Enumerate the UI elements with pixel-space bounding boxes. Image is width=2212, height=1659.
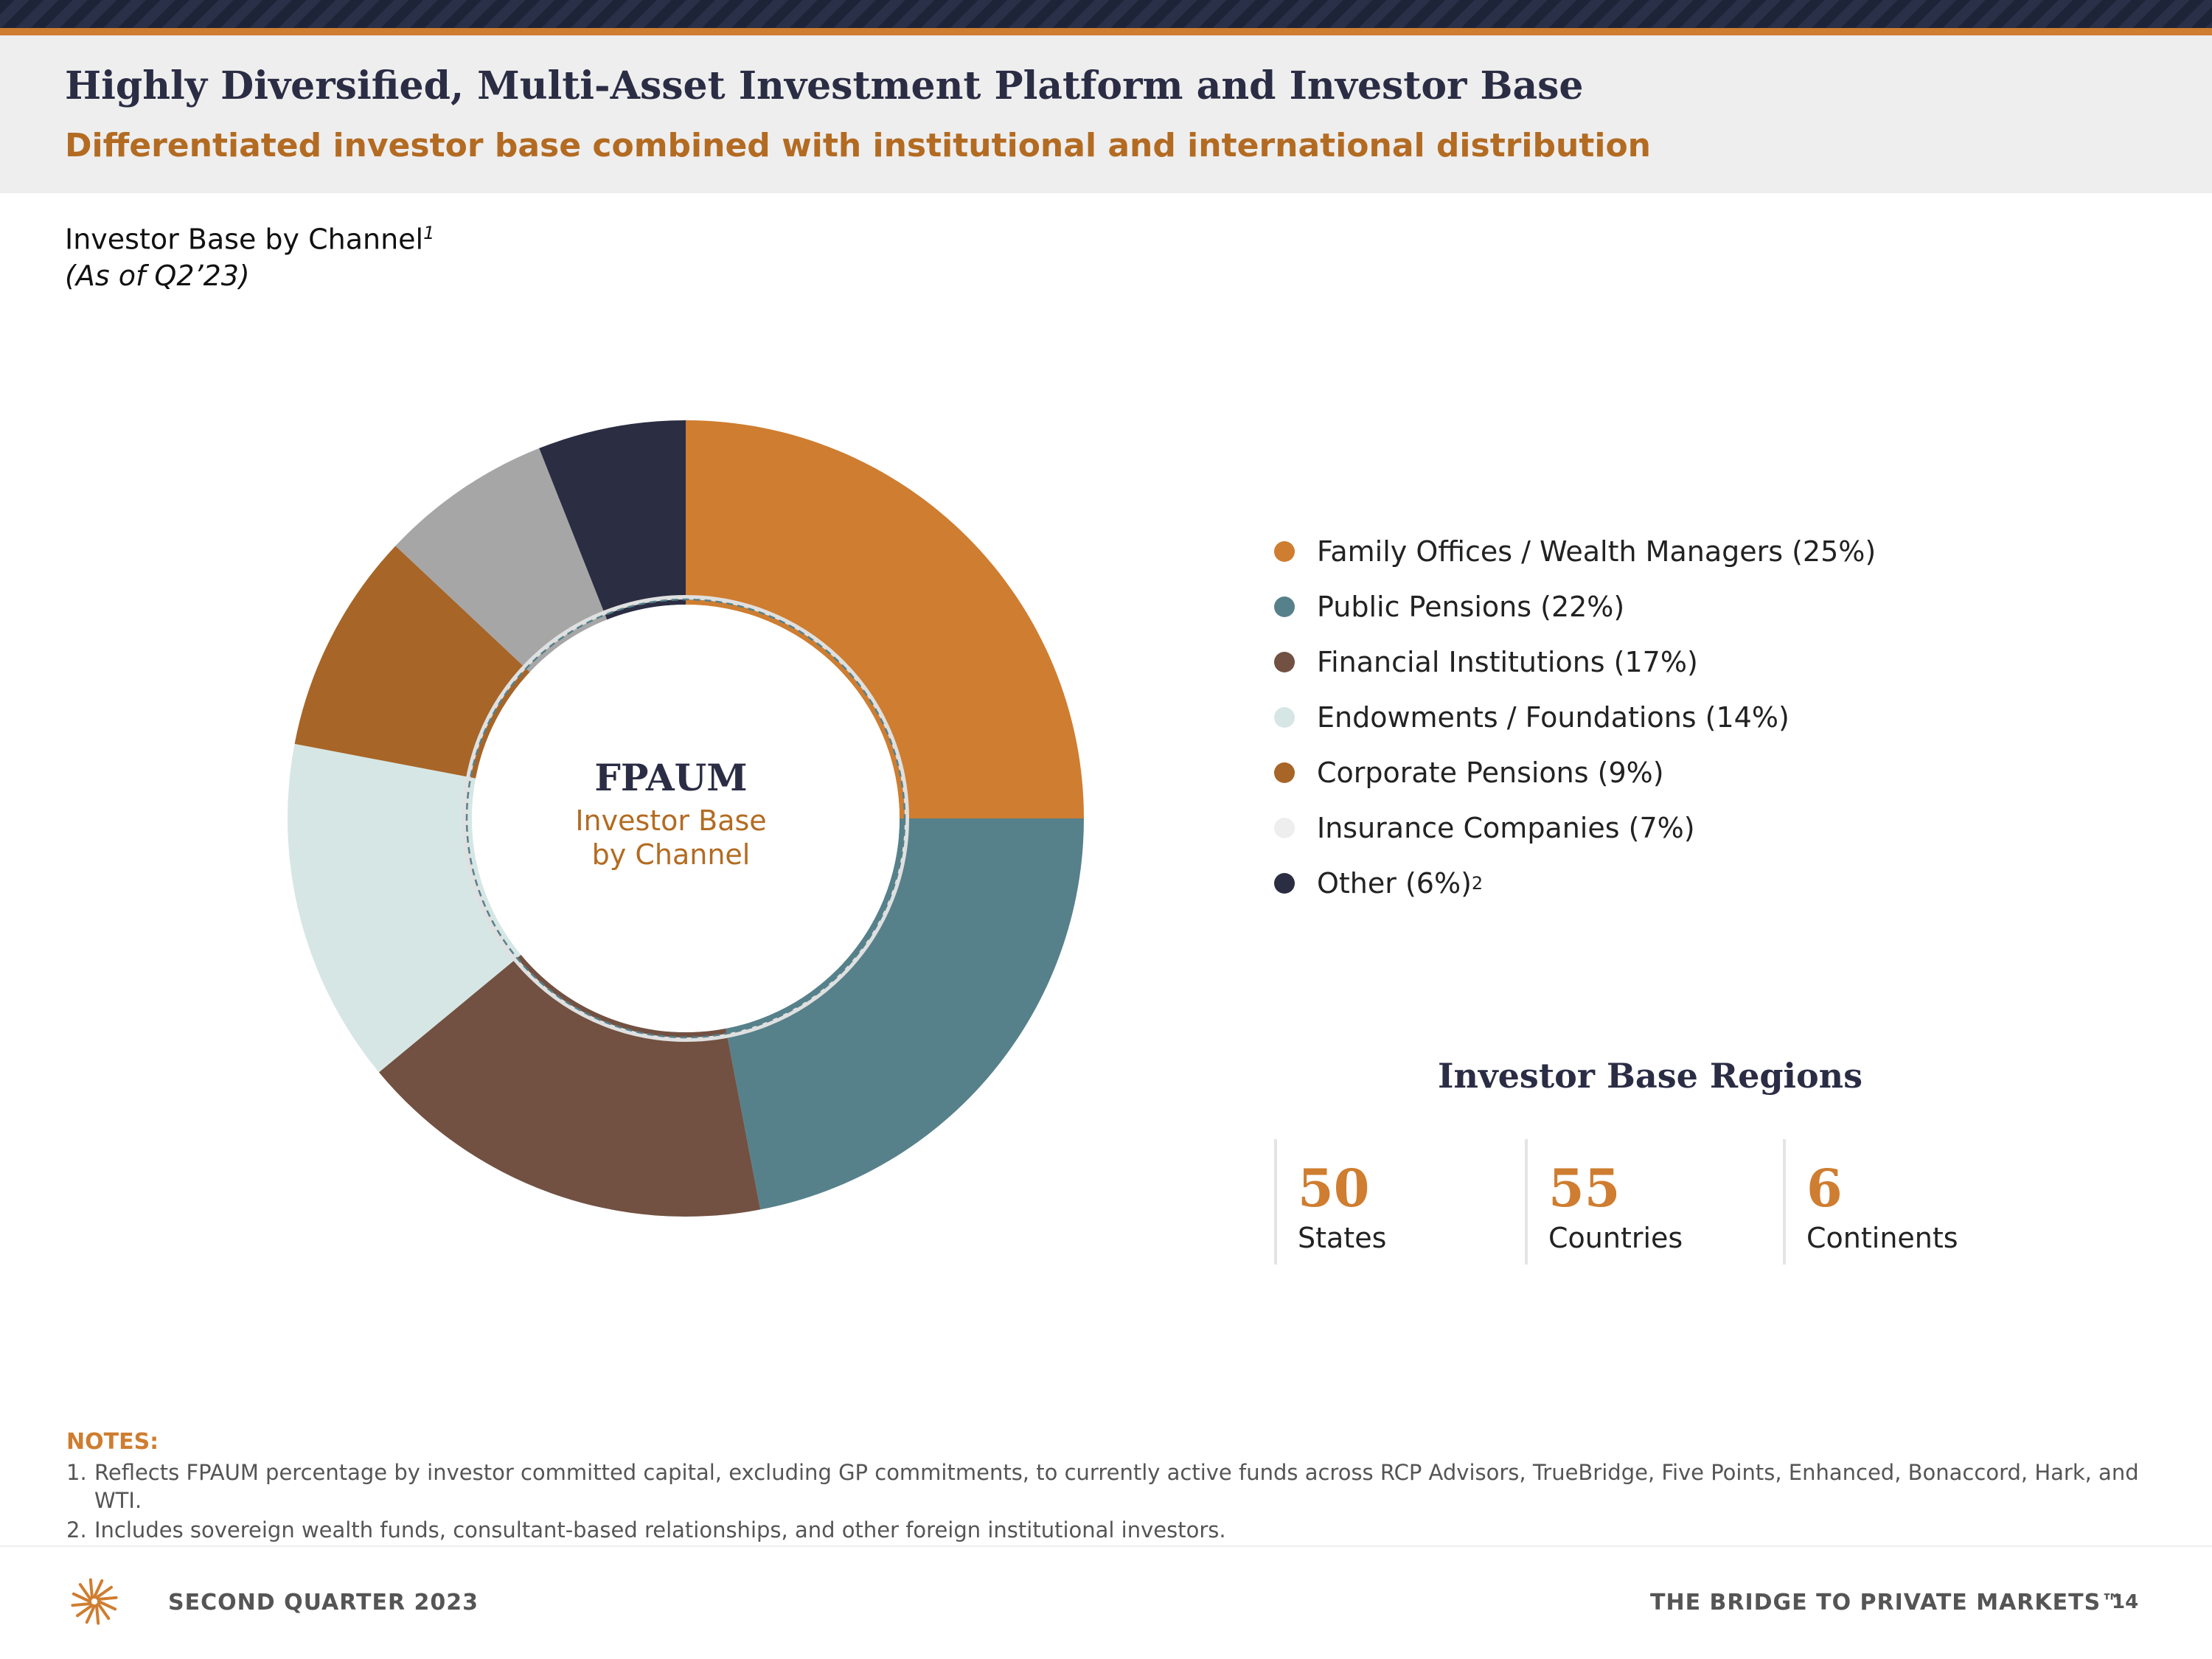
donut-slice-financial-institutions — [378, 954, 761, 1217]
donut-slice-insurance-companies — [395, 448, 608, 672]
legend-item: Corporate Pensions (9%) — [1274, 745, 1876, 800]
donut-slice-family-offices-wealth-managers — [686, 420, 1084, 818]
legend-footnote: 2 — [1471, 872, 1484, 894]
region-label: Countries — [1548, 1222, 1683, 1254]
chart-label-footnote: 1 — [423, 223, 435, 243]
legend-swatch — [1274, 706, 1295, 728]
legend-item: Public Pensions (22%) — [1274, 579, 1876, 634]
region-states: 50 States — [1274, 1139, 1386, 1265]
chart-label: Investor Base by Channel1 — [65, 223, 434, 256]
note-text: Reflects FPAUM percentage by investor co… — [94, 1460, 2139, 1485]
notes-list: 1. Reflects FPAUM percentage by investor … — [66, 1458, 2205, 1545]
legend-swatch — [1274, 817, 1295, 838]
note-text: Includes sovereign wealth funds, consult… — [94, 1517, 1226, 1543]
legend-label: Public Pensions (22%) — [1317, 590, 1625, 623]
legend-item: Financial Institutions (17%) — [1274, 634, 1876, 689]
chart-legend: Family Offices / Wealth Managers (25%) Pu… — [1274, 524, 1876, 911]
legend-swatch — [1274, 762, 1295, 783]
donut-slice-other — [539, 420, 686, 620]
footer-divider — [0, 1545, 2212, 1547]
legend-swatch — [1274, 872, 1295, 894]
top-banner — [0, 0, 2212, 28]
note-text-continued: WTI. — [94, 1488, 142, 1513]
logo-ray — [95, 1585, 113, 1599]
region-label: Continents — [1806, 1222, 1958, 1254]
logo-ray — [93, 1579, 104, 1599]
logo-ray — [97, 1600, 117, 1611]
logo-ray — [97, 1602, 111, 1620]
legend-swatch — [1274, 651, 1295, 672]
page-title: Highly Diversified, Multi-Asset Investme… — [65, 63, 1584, 108]
logo-ray — [72, 1592, 91, 1603]
logo-ray — [76, 1604, 94, 1618]
logo-ray — [95, 1604, 100, 1625]
logo-ray — [88, 1578, 94, 1599]
legend-label: Endowments / Foundations (14%) — [1317, 700, 1790, 734]
logo-ray — [78, 1583, 92, 1601]
legend-item: Family Offices / Wealth Managers (25%) — [1274, 524, 1876, 579]
logo-ray — [97, 1596, 118, 1601]
logo-ray — [85, 1604, 96, 1624]
note-number: 2. — [66, 1517, 87, 1543]
donut-hole-ring — [462, 595, 909, 1042]
donut-center-title: FPAUM — [594, 756, 748, 799]
legend-label: Insurance Companies (7%) — [1317, 811, 1695, 844]
note-item: 2. Includes sovereign wealth funds, consu… — [66, 1516, 2205, 1544]
footer-right-text: THE BRIDGE TO PRIVATE MARKETS™ — [1650, 1590, 2124, 1615]
legend-swatch — [1274, 596, 1295, 617]
region-value: 50 — [1298, 1158, 1370, 1219]
donut-center-subtitle-1: Investor Base — [575, 804, 767, 837]
donut-center-subtitle-2: by Channel — [591, 838, 751, 871]
region-label: States — [1298, 1222, 1387, 1254]
note-number: 1. — [66, 1460, 87, 1485]
legend-label: Other (6%) — [1317, 866, 1472, 900]
header-band — [0, 35, 2212, 193]
legend-label: Financial Institutions (17%) — [1317, 645, 1698, 678]
region-value: 6 — [1806, 1158, 1843, 1219]
page-number: 14 — [2112, 1591, 2139, 1613]
donut-chart — [288, 420, 1084, 1217]
region-value: 55 — [1548, 1158, 1621, 1219]
legend-item: Other (6%) 2 — [1274, 855, 1876, 911]
logo-ray — [71, 1602, 92, 1607]
legend-swatch — [1274, 540, 1295, 562]
note-item: 1. Reflects FPAUM percentage by investor … — [66, 1458, 2205, 1514]
starburst-logo-icon — [71, 1578, 118, 1625]
donut-dashed-ring — [465, 598, 906, 1039]
notes-heading: NOTES: — [66, 1429, 159, 1455]
donut-hole — [472, 605, 900, 1032]
donut-slice-corporate-pensions — [294, 546, 530, 779]
legend-item: Endowments / Foundations (14%) — [1274, 689, 1876, 745]
region-countries: 55 Countries — [1525, 1139, 1683, 1265]
footer-left-text: SECOND QUARTER 2023 — [168, 1590, 479, 1615]
legend-item: Insurance Companies (7%) — [1274, 800, 1876, 855]
chart-date: (As of Q2’23) — [65, 260, 250, 292]
legend-label: Family Offices / Wealth Managers (25%) — [1317, 535, 1877, 568]
legend-label: Corporate Pensions (9%) — [1317, 756, 1664, 789]
donut-center-label: FPAUM Investor Base by Channel — [516, 752, 826, 872]
donut-slice-public-pensions — [726, 818, 1084, 1210]
donut-slices — [288, 420, 1084, 1217]
regions-title: Investor Base Regions — [1437, 1056, 1863, 1096]
page-subtitle: Differentiated investor base combined wi… — [65, 127, 1651, 164]
chart-label-text: Investor Base by Channel — [65, 223, 424, 256]
top-accent-line — [0, 28, 2212, 35]
region-continents: 6 Continents — [1783, 1139, 1958, 1265]
